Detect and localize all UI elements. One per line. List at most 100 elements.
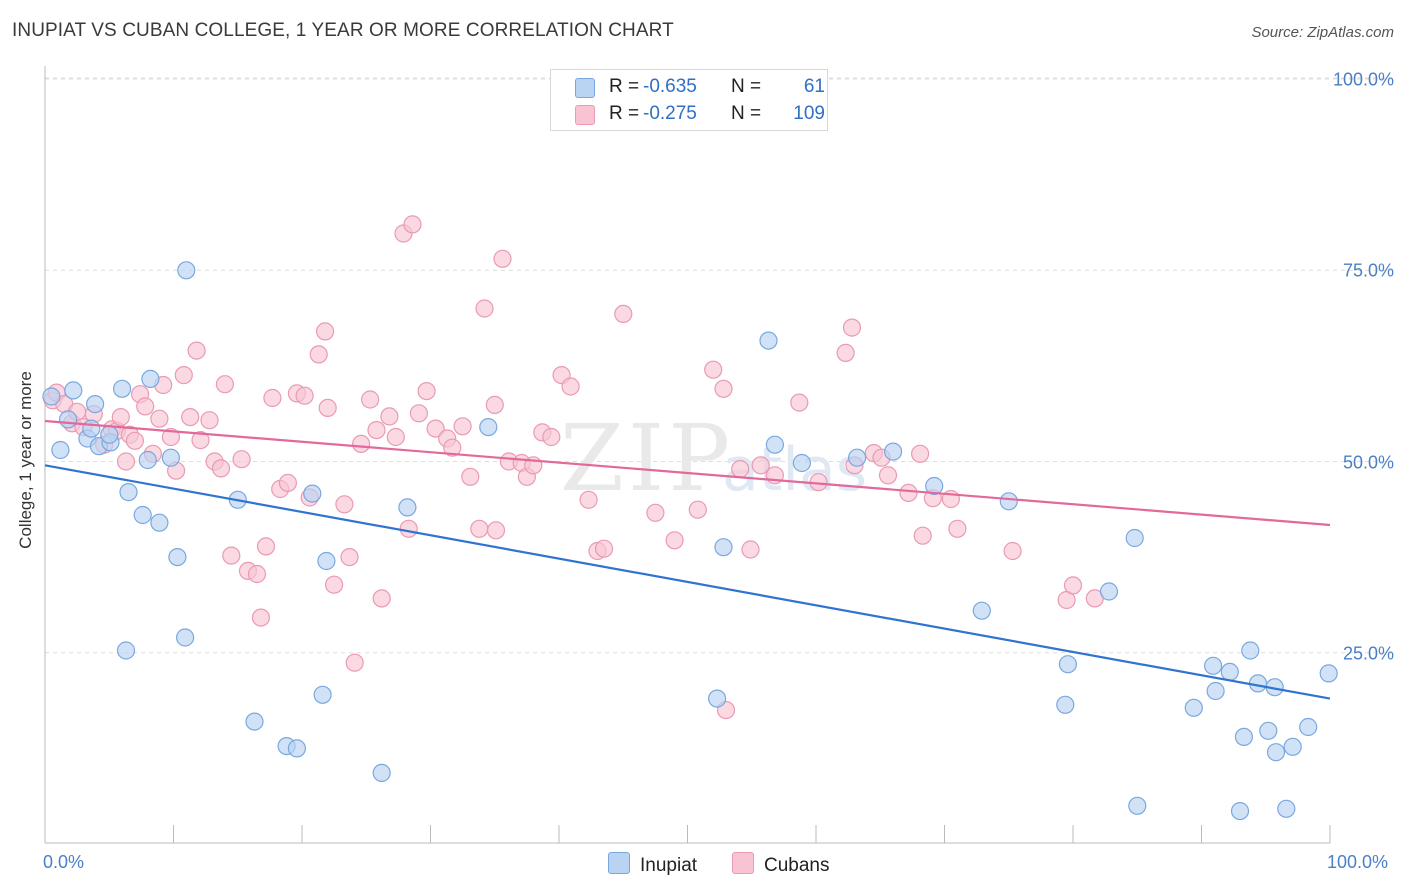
cubans-point [150,409,169,428]
cubans-point [714,379,733,398]
cubans-point [335,495,354,514]
inupiat-point [1203,656,1223,675]
inupiat-point [177,261,196,280]
cubans-point [309,345,328,364]
cubans-point [325,575,344,594]
inupiat-point [1056,695,1075,714]
inupiat-legend-label: Inupiat [640,855,698,876]
inupiat-point [1259,721,1278,740]
cubans-point [187,341,206,360]
cubans-point [1003,541,1022,561]
legend-r-value: -0.635 [643,76,697,97]
inupiat-point [176,628,195,647]
chart-title: INUPIAT VS CUBAN COLLEGE, 1 YEAR OR MORE… [12,20,674,41]
cubans-point [211,459,231,478]
cubans-point [790,393,809,412]
inupiat-point [847,448,867,467]
inupiat-point [925,476,944,496]
inupiat-point [42,387,61,406]
inupiat-point [1184,698,1203,717]
source-label: Source: ZipAtlas.com [1251,24,1394,41]
inupiat-point [883,442,903,461]
cubans-point [380,407,399,426]
series-cubans [43,215,1104,720]
cubans-point [161,427,180,447]
inupiat-legend-swatch [608,852,630,874]
cubans-point [426,419,445,438]
inupiat-point [58,410,78,429]
cubans-point [256,537,276,556]
cubans-point [475,299,494,318]
inupiat-point [85,395,105,414]
cubans-point [461,467,480,486]
inupiat-point [245,712,264,731]
correlation-legend: R = -0.635 N = 61 R = -0.275 N = 109 [550,69,828,131]
cubans-point [485,395,504,414]
y-tick-label: 25.0% [1342,643,1394,664]
cubans-point [704,360,723,379]
inupiat-point [112,379,132,398]
cubans-point [200,411,219,430]
x-tick-label-max: 100.0% [1327,852,1389,872]
x-tick-label-min: 0.0% [43,852,85,872]
inupiat-point [398,498,417,517]
cubans-point [1063,576,1083,595]
inupiat-point [168,547,187,567]
cubans-point [878,466,898,485]
cubans-point [443,438,462,457]
cubans-point [136,397,155,416]
inupiat-point [64,381,83,400]
cubans-point [215,375,234,394]
y-tick-label: 75.0% [1342,260,1394,281]
legend-n-value: 109 [793,103,825,124]
trend-lines [44,419,1331,700]
cubans-point [948,519,967,538]
legend-r-value: -0.275 [643,103,697,124]
cubans-point [316,322,335,341]
inupiat-point [1058,655,1078,674]
inupiat-point [1206,681,1225,701]
legend-r-label: R = [609,76,640,97]
cubans-legend-label: Cubans [764,855,830,876]
cubans-point [181,408,200,427]
series-inupiat [42,261,1338,821]
cubans-point [367,421,386,440]
inupiat-point [1299,717,1318,737]
cubans-point [340,547,359,567]
inupiat-point [1099,582,1119,601]
inupiat-point [1283,737,1302,756]
inupiat-point [1241,641,1260,660]
inupiat-point [1266,743,1286,762]
inupiat-swatch [575,78,595,98]
cubans-point [352,434,371,453]
inupiat-point [1125,528,1144,548]
y-tick-label: 100.0% [1332,69,1394,90]
cubans-point [646,503,665,522]
cubans-swatch [575,105,595,125]
cubans-point [470,519,489,538]
inupiat-point [1220,662,1239,682]
cubans-point [116,452,136,471]
cubans-point [594,539,614,558]
inupiat-point [1234,727,1254,747]
cubans-point [345,653,364,672]
cubans-point [417,382,436,401]
legend-n-label: N = [731,103,762,124]
cubans-point [741,540,760,559]
inupiat-point [707,689,727,708]
inupiat-point [479,418,498,437]
bottom-legend-inupiat: Inupiat [608,852,697,877]
cubans-point [361,390,380,409]
cubans-point [910,444,930,463]
cubans-point [486,521,506,540]
cubans-point [318,398,337,417]
inupiat-point [133,505,152,525]
legend-n-value: 61 [803,76,825,97]
cubans-point [409,404,428,423]
inupiat-point [150,513,169,532]
inupiat-point [765,435,785,454]
cubans-point [232,450,251,469]
cubans-point [542,427,561,447]
cubans-point [295,386,314,405]
axes [44,66,1331,844]
